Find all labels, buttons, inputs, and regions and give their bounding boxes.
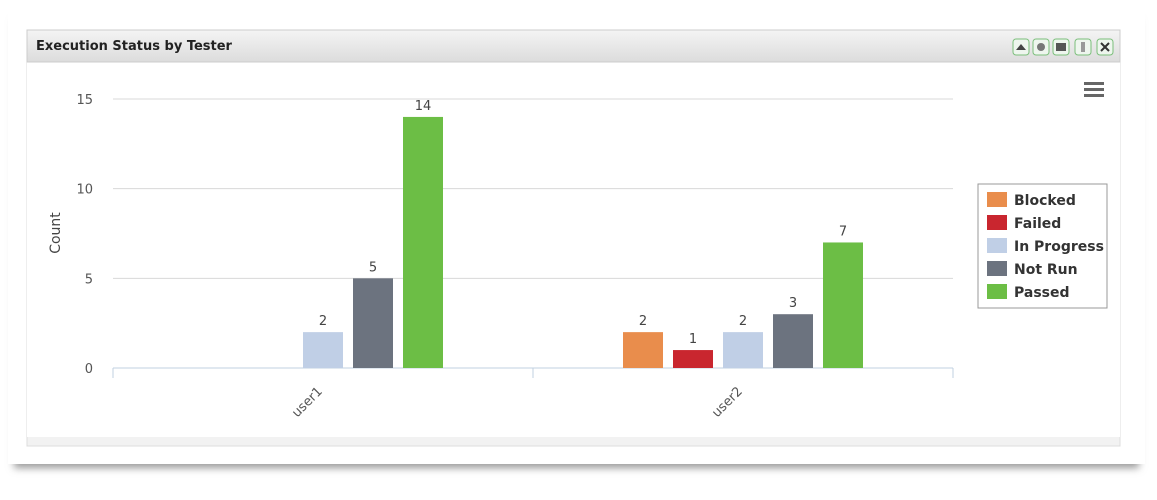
y-tick-label: 0 [85, 362, 93, 377]
legend-label: Not Run [1014, 262, 1078, 278]
legend-label: Blocked [1014, 193, 1076, 209]
search-icon [1056, 43, 1066, 51]
legend-swatch [987, 215, 1007, 230]
y-tick-label: 15 [76, 93, 93, 108]
panel-controls [1012, 38, 1114, 56]
legend-swatch [987, 261, 1007, 276]
bar [403, 116, 443, 368]
data-label: 2 [319, 314, 327, 329]
y-tick-label: 10 [76, 183, 93, 198]
data-label: 1 [689, 332, 697, 347]
pin-icon [1081, 42, 1085, 52]
legend-swatch [987, 192, 1007, 207]
data-label: 2 [639, 314, 647, 329]
close-icon [1100, 42, 1110, 52]
collapse-icon [1016, 44, 1026, 50]
data-label: 7 [839, 224, 847, 239]
panel-title: Execution Status by Tester [36, 39, 233, 54]
bar [773, 314, 813, 368]
panel-header [26, 29, 1121, 63]
menu-line [1084, 94, 1104, 97]
legend-label: Failed [1014, 216, 1061, 232]
bar [823, 242, 863, 368]
data-label: 2 [739, 314, 747, 329]
bar [303, 332, 343, 368]
menu-line [1084, 88, 1104, 91]
legend-swatch [987, 284, 1007, 299]
bar [353, 278, 393, 368]
menu-line [1084, 82, 1104, 85]
chart-menu[interactable] [1084, 82, 1104, 97]
bar [673, 350, 713, 368]
data-label: 3 [789, 296, 797, 311]
bar [623, 332, 663, 368]
panel-body [27, 62, 1120, 437]
legend-label: In Progress [1014, 239, 1104, 255]
legend-label: Passed [1014, 285, 1070, 301]
bar [723, 332, 763, 368]
y-axis-title: Count [48, 212, 64, 254]
data-label: 14 [415, 99, 432, 114]
settings-icon [1037, 43, 1045, 51]
data-label: 5 [369, 260, 377, 275]
legend-swatch [987, 238, 1007, 253]
y-tick-label: 5 [85, 272, 93, 287]
